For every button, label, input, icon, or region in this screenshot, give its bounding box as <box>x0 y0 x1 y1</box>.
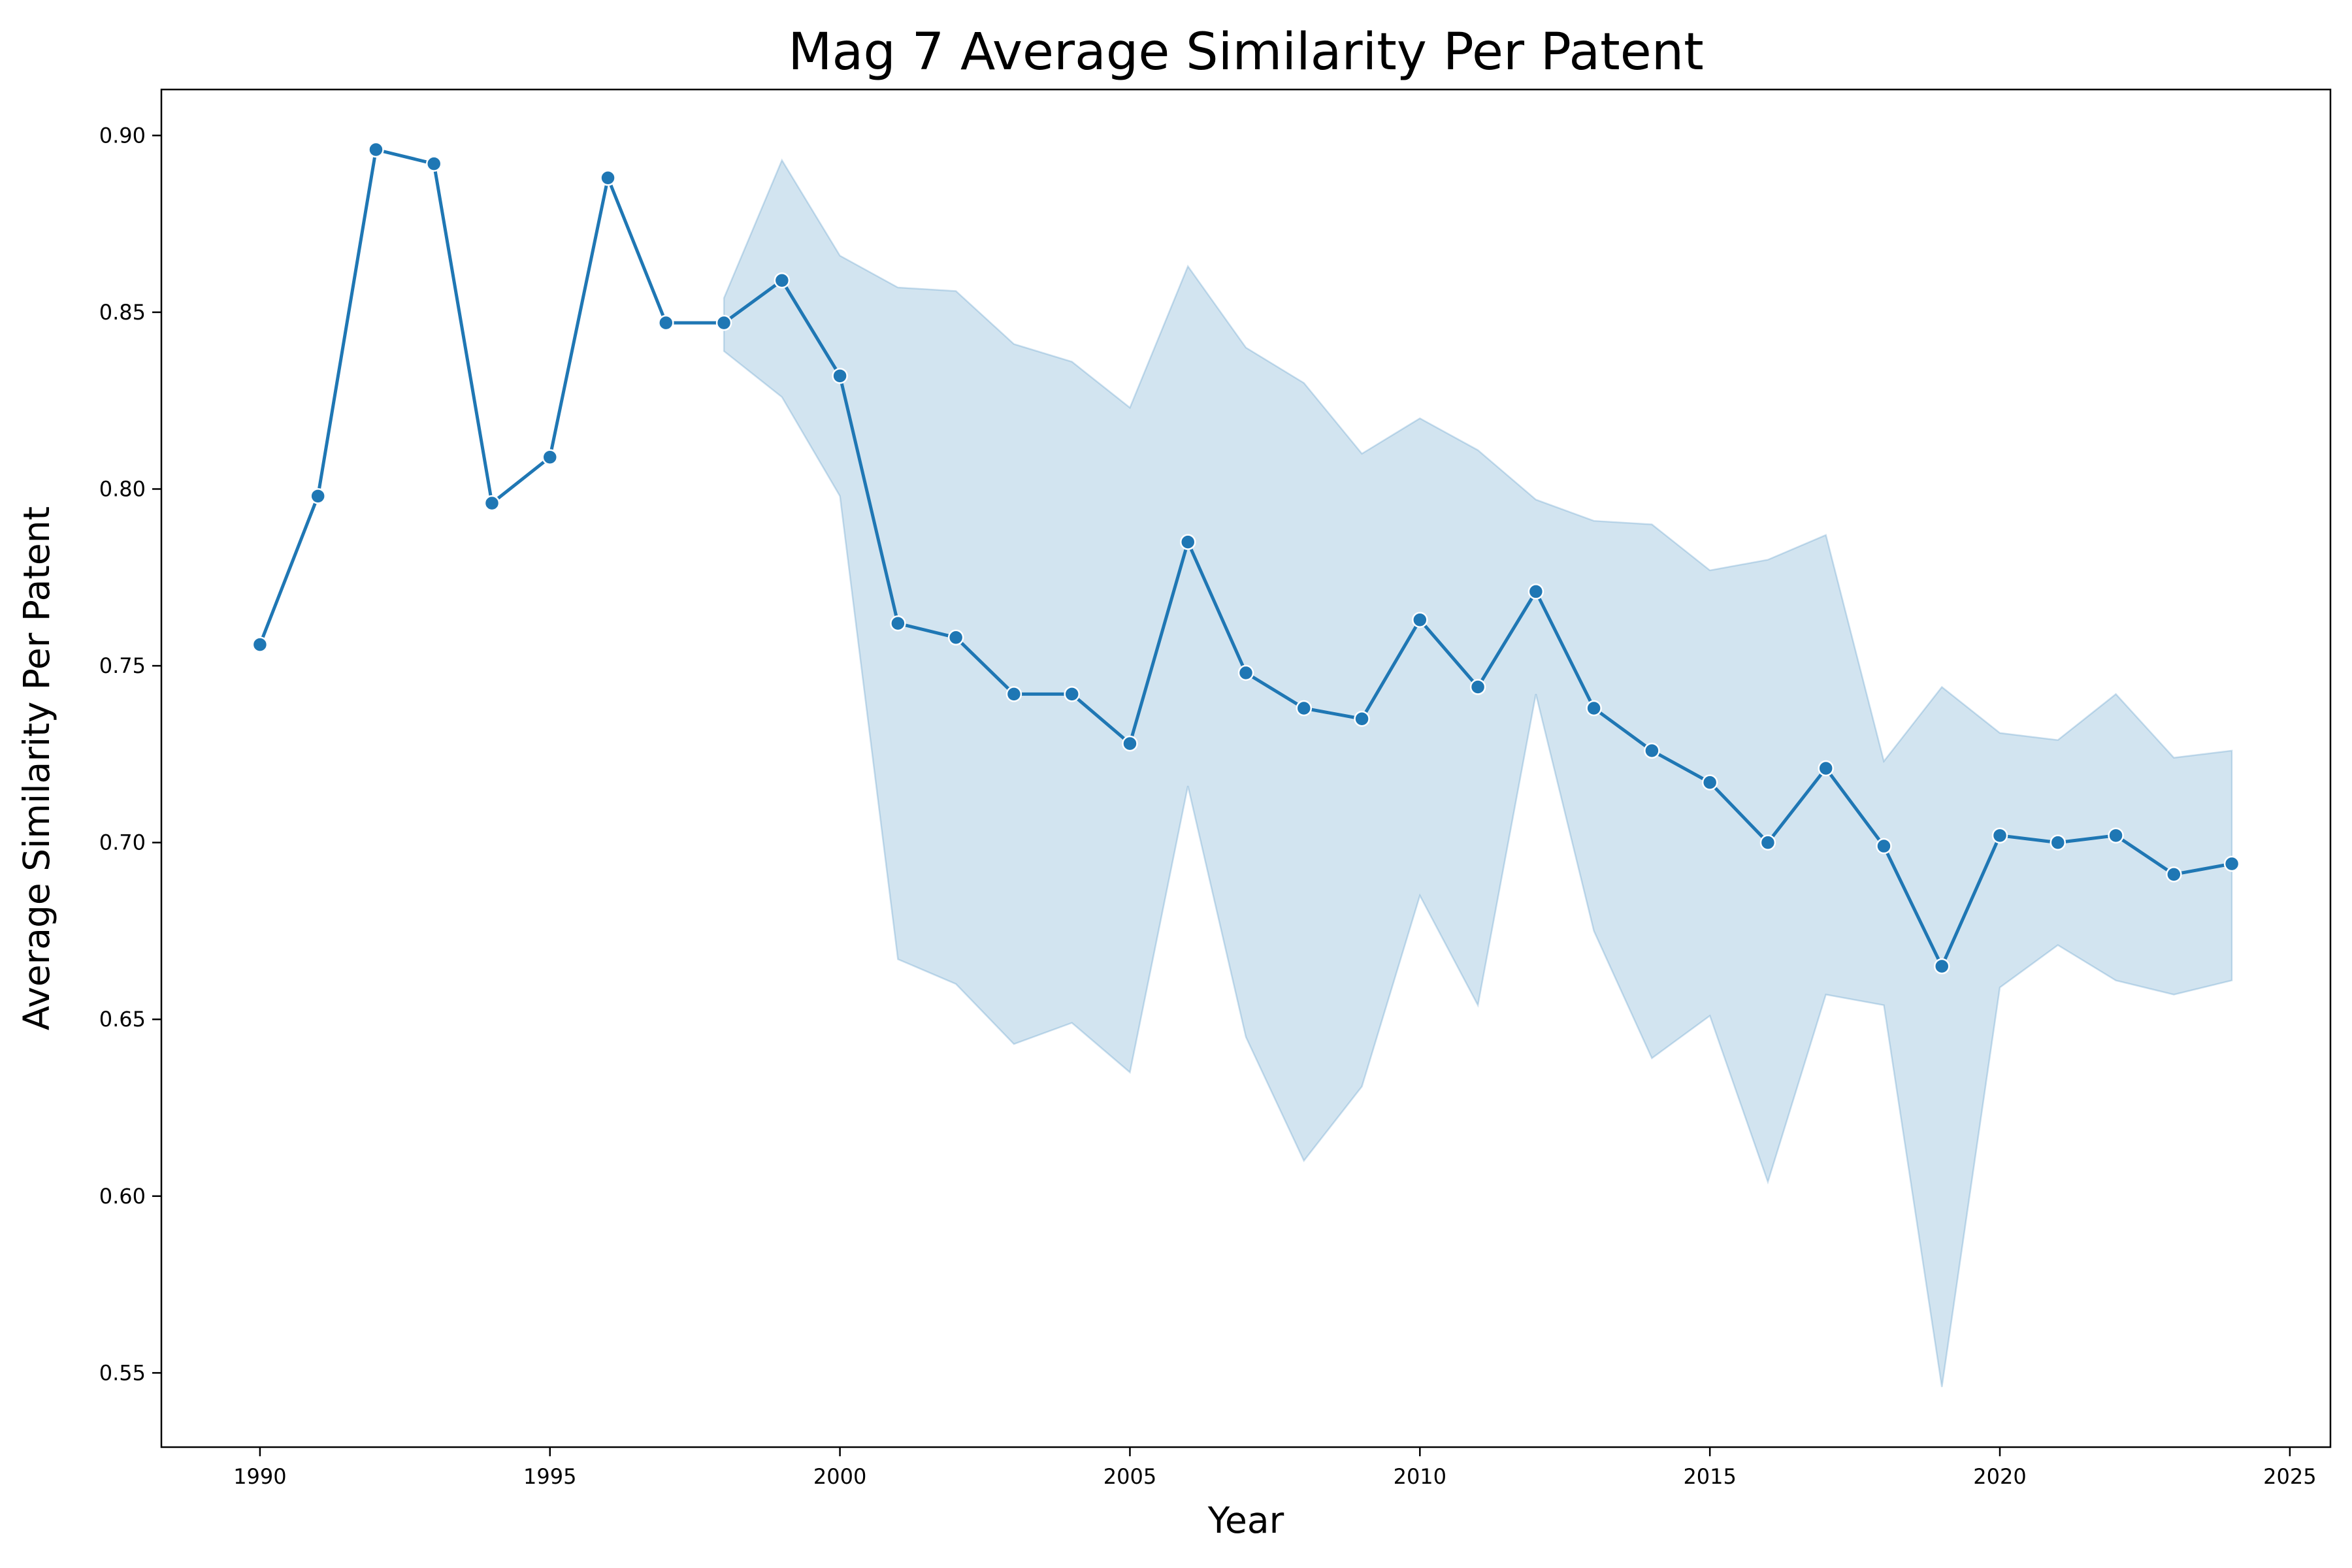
data-point-2008 <box>1297 701 1311 715</box>
data-point-2007 <box>1239 666 1253 680</box>
x-tick-label-2005: 2005 <box>1103 1464 1156 1489</box>
x-tick-label-1995: 1995 <box>523 1464 576 1489</box>
data-point-1992 <box>368 142 383 157</box>
chart-title: Mag 7 Average Similarity Per Patent <box>788 23 1704 82</box>
data-point-2020 <box>1993 828 2007 843</box>
y-tick-label-0.60: 0.60 <box>99 1184 146 1209</box>
y-tick-label-0.75: 0.75 <box>99 653 146 678</box>
data-point-2015 <box>1703 776 1717 790</box>
data-point-2010 <box>1413 613 1427 627</box>
data-point-2024 <box>2225 857 2239 871</box>
data-point-1999 <box>775 273 789 287</box>
y-tick-label-0.85: 0.85 <box>99 300 146 325</box>
data-point-2019 <box>1935 959 1949 973</box>
data-point-2001 <box>890 616 905 630</box>
y-tick-label-0.90: 0.90 <box>99 123 146 148</box>
data-point-2018 <box>1876 839 1891 853</box>
y-tick-label-0.65: 0.65 <box>99 1007 146 1032</box>
data-point-2003 <box>1007 687 1021 701</box>
x-tick-label-2020: 2020 <box>1973 1464 2026 1489</box>
x-tick-label-2000: 2000 <box>813 1464 866 1489</box>
data-point-2000 <box>833 368 847 383</box>
data-point-1996 <box>601 171 615 185</box>
data-point-1990 <box>253 638 267 652</box>
data-point-2009 <box>1355 711 1369 726</box>
data-point-2002 <box>949 630 963 645</box>
x-tick-label-1990: 1990 <box>233 1464 286 1489</box>
data-point-2014 <box>1644 743 1659 758</box>
data-point-2016 <box>1761 836 1775 850</box>
data-point-2021 <box>2051 836 2065 850</box>
data-point-2017 <box>1819 761 1833 776</box>
data-point-2023 <box>2166 867 2181 881</box>
y-tick-label-0.55: 0.55 <box>99 1360 146 1385</box>
data-point-2012 <box>1529 584 1543 598</box>
data-point-2006 <box>1181 535 1195 549</box>
data-point-1995 <box>543 450 557 465</box>
data-point-2005 <box>1122 736 1137 751</box>
data-point-1991 <box>311 489 325 503</box>
data-point-2004 <box>1065 687 1079 701</box>
y-tick-label-0.80: 0.80 <box>99 476 146 501</box>
y-tick-label-0.70: 0.70 <box>99 830 146 855</box>
x-tick-label-2010: 2010 <box>1394 1464 1446 1489</box>
x-tick-label-2025: 2025 <box>2263 1464 2316 1489</box>
x-tick-label-2015: 2015 <box>1683 1464 1736 1489</box>
data-point-1994 <box>485 496 499 510</box>
y-axis-title: Average Similarity Per Patent <box>16 506 57 1030</box>
data-point-1998 <box>717 316 731 330</box>
x-axis-title: Year <box>1207 1499 1284 1541</box>
data-point-1997 <box>659 316 673 330</box>
data-point-2013 <box>1587 701 1601 715</box>
data-point-2022 <box>2109 828 2123 843</box>
data-point-2011 <box>1471 680 1485 694</box>
data-point-1993 <box>427 157 441 171</box>
